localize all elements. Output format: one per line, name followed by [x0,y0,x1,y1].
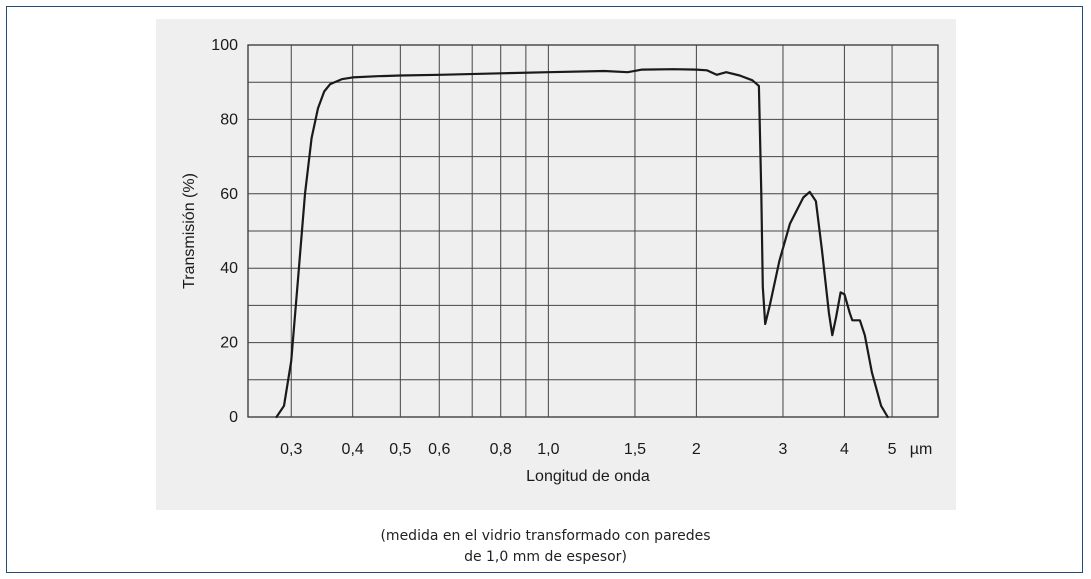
x-tick-label: 4 [840,441,849,458]
x-axis-unit: µm [910,441,933,458]
caption-line-1: (medida en el vidrio transformado con pa… [380,528,711,544]
chart-series [275,68,889,419]
x-tick-label: 2 [692,441,701,458]
figure-caption: (medida en el vidrio transformado con pa… [0,526,1091,568]
y-tick-labels: 0 20 40 60 80 100 [211,37,238,426]
x-axis-title: Longitud de onda [526,468,650,485]
chart-background: 0 20 40 60 80 100 0,3 0,4 0,5 0,6 0,8 1,0 1,5 2 3 4 5 µ… [156,19,956,510]
x-tick-label: 0,4 [342,441,364,458]
y-tick-label: 60 [220,186,238,203]
x-tick-label: 3 [779,441,788,458]
y-tick-label: 80 [220,111,238,128]
x-tick-label: 0,3 [280,441,302,458]
y-tick-label: 0 [229,409,238,426]
x-tick-label: 5 [888,441,897,458]
y-axis-title: Transmisión (%) [181,173,198,289]
caption-line-2: de 1,0 mm de espesor) [464,549,627,565]
x-tick-labels: 0,3 0,4 0,5 0,6 0,8 1,0 1,5 2 3 4 5 [280,441,896,458]
y-tick-label: 100 [211,37,238,54]
x-tick-label: 0,6 [428,441,450,458]
x-tick-label: 1,0 [537,441,559,458]
y-tick-label: 40 [220,260,238,277]
transmission-curve [275,68,889,419]
x-tick-label: 0,8 [490,441,512,458]
chart-grid [247,44,939,418]
x-tick-label: 0,5 [389,441,411,458]
x-tick-label: 1,5 [624,441,646,458]
y-tick-label: 20 [220,335,238,352]
transmission-chart: 0 20 40 60 80 100 0,3 0,4 0,5 0,6 0,8 1,0 1,5 2 3 4 5 µ… [181,37,939,485]
